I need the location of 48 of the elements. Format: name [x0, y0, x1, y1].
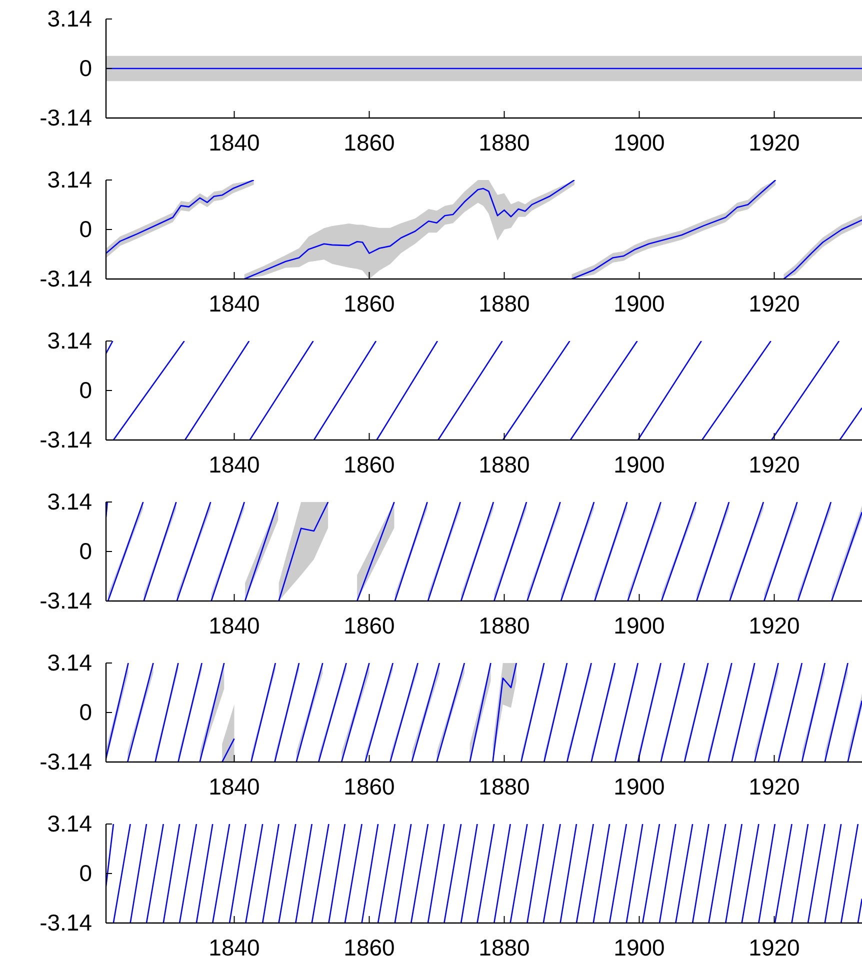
- x-tick-label: 1840: [208, 451, 260, 478]
- y-tick-label: 3.14: [47, 166, 92, 192]
- x-tick-label: 1920: [748, 773, 800, 800]
- x-tick-label: 1840: [208, 773, 260, 800]
- x-tick-label: 1900: [614, 451, 665, 478]
- x-tick-label: 1860: [344, 612, 395, 638]
- y-tick-label: -3.14: [40, 104, 92, 130]
- x-tick-label: 1840: [208, 290, 260, 316]
- y-tick-label: 3.14: [47, 5, 92, 32]
- x-tick-label: 1880: [478, 129, 530, 156]
- x-tick-label: 1880: [478, 612, 530, 638]
- x-tick-label: 1920: [748, 612, 800, 638]
- x-tick-label: 1900: [614, 773, 665, 800]
- y-tick-label: -3.14: [40, 265, 92, 292]
- x-tick-label: 1920: [748, 451, 800, 478]
- y-tick-label: -3.14: [40, 426, 92, 452]
- y-tick-label: 3.14: [47, 488, 92, 514]
- y-tick-label: 0: [79, 54, 92, 81]
- y-tick-label: 3.14: [47, 810, 92, 836]
- x-tick-label: 1880: [478, 290, 530, 316]
- y-tick-label: 0: [79, 376, 92, 403]
- y-tick-label: 0: [79, 860, 92, 886]
- x-tick-label: 1860: [344, 773, 395, 800]
- x-tick-label: 1880: [478, 934, 530, 960]
- x-tick-label: 1900: [614, 290, 665, 316]
- y-tick-label: 0: [79, 216, 92, 242]
- x-tick-label: 1920: [748, 934, 800, 960]
- x-tick-label: 1880: [478, 451, 530, 478]
- x-tick-label: 1840: [208, 129, 260, 156]
- x-tick-label: 1860: [344, 451, 395, 478]
- y-tick-label: 3.14: [47, 327, 92, 354]
- y-tick-label: -3.14: [40, 587, 92, 614]
- y-tick-label: 0: [79, 538, 92, 564]
- y-tick-label: -3.14: [40, 909, 92, 936]
- y-tick-label: -3.14: [40, 748, 92, 774]
- x-tick-label: 1840: [208, 934, 260, 960]
- x-tick-label: 1860: [344, 934, 395, 960]
- x-tick-label: 1920: [748, 129, 800, 156]
- y-tick-label: 3.14: [47, 649, 92, 676]
- x-tick-label: 1860: [344, 129, 395, 156]
- x-tick-label: 1840: [208, 612, 260, 638]
- x-tick-label: 1880: [478, 773, 530, 800]
- x-tick-label: 1860: [344, 290, 395, 316]
- x-tick-label: 1900: [614, 934, 665, 960]
- y-tick-label: 0: [79, 698, 92, 725]
- x-tick-label: 1900: [614, 129, 665, 156]
- x-tick-label: 1920: [748, 290, 800, 316]
- x-tick-label: 1900: [614, 612, 665, 638]
